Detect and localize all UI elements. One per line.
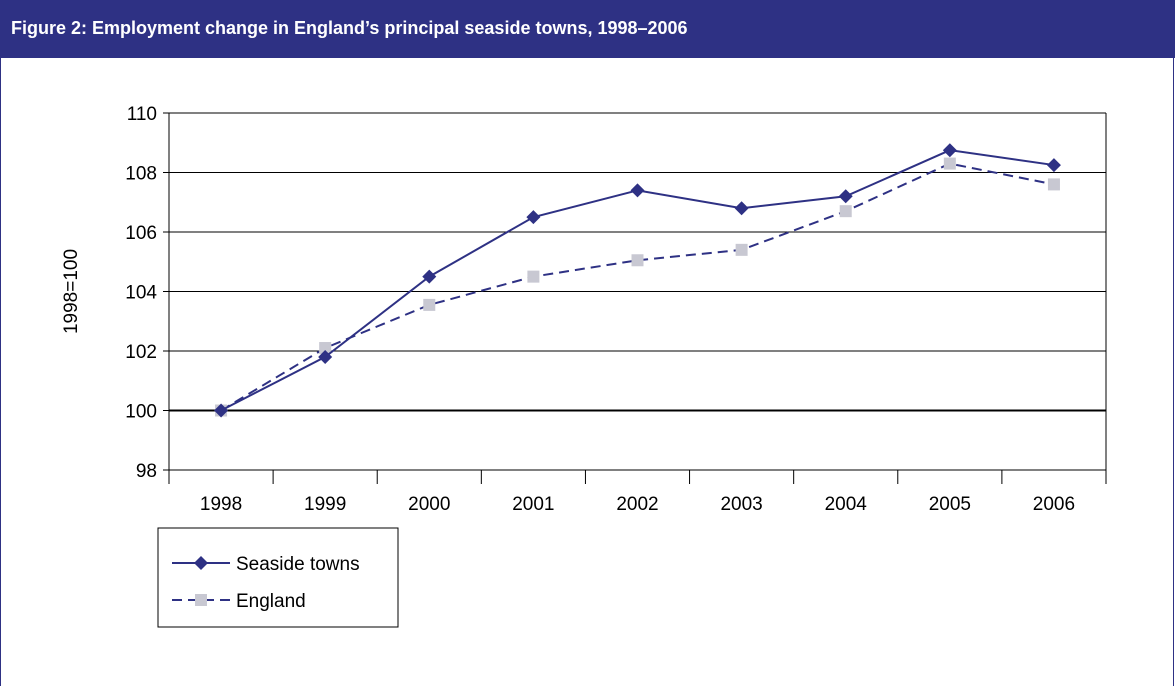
seaside-towns-point — [1046, 158, 1061, 173]
seaside-towns-point — [838, 189, 853, 204]
england-point — [319, 342, 332, 355]
x-tick-label: 2000 — [408, 494, 450, 515]
seaside-towns-point — [526, 210, 541, 225]
y-tick-label: 104 — [125, 283, 157, 304]
england-point — [735, 243, 748, 256]
x-tick-label: 1999 — [304, 494, 346, 515]
x-tick-label: 2006 — [1033, 494, 1075, 515]
y-tick-label: 106 — [125, 223, 157, 244]
x-tick-label: 2004 — [825, 494, 868, 515]
y-tick-label: 98 — [136, 461, 157, 482]
legend-seaside-marker — [194, 556, 208, 570]
england-line — [220, 162, 1055, 412]
legend: Seaside towns England — [157, 527, 399, 628]
x-tick-label: 2003 — [720, 494, 762, 515]
x-tick-label: 2002 — [616, 494, 658, 515]
seaside-towns-point — [318, 349, 333, 364]
legend-england-marker — [195, 594, 207, 606]
x-tick-label: 2001 — [512, 494, 554, 515]
y-tick-label: 102 — [125, 342, 157, 363]
legend-england-label: England — [236, 591, 306, 612]
legend-seaside-label: Seaside towns — [236, 554, 360, 575]
series-lines — [214, 143, 1061, 418]
axes: 98 100 102 104 106 108 110 1998 1999 2000 2001 2002… — [61, 104, 1107, 515]
y-axis-label: 1998=100 — [61, 249, 82, 334]
y-tick-label: 108 — [125, 164, 157, 185]
seaside-towns-point — [942, 143, 957, 158]
england-point — [1047, 178, 1060, 191]
figure-header: Figure 2: Employment change in England’s… — [1, 0, 1175, 58]
line-chart: 98 100 102 104 106 108 110 1998 1999 2000 2001 2002… — [61, 104, 1107, 628]
seaside-towns-point — [422, 269, 437, 284]
x-tick-label: 2005 — [929, 494, 971, 515]
x-tick-label: 1998 — [200, 494, 242, 515]
england-point — [631, 254, 644, 267]
england-point — [423, 298, 436, 311]
england-point — [943, 157, 956, 170]
england-point — [839, 205, 852, 218]
y-tick-label: 100 — [125, 402, 157, 423]
legend-box — [157, 527, 399, 628]
seaside-towns-point — [734, 201, 749, 216]
seaside-towns-point — [630, 183, 645, 198]
england-point — [527, 270, 540, 283]
y-tick-label: 110 — [127, 104, 157, 125]
seaside-towns-point — [214, 403, 229, 418]
figure-title: Figure 2: Employment change in England’s… — [11, 18, 688, 38]
